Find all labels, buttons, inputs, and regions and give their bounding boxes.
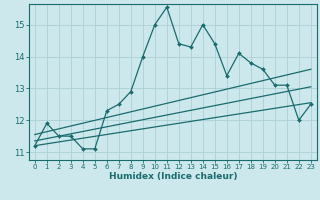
X-axis label: Humidex (Indice chaleur): Humidex (Indice chaleur) (108, 172, 237, 181)
